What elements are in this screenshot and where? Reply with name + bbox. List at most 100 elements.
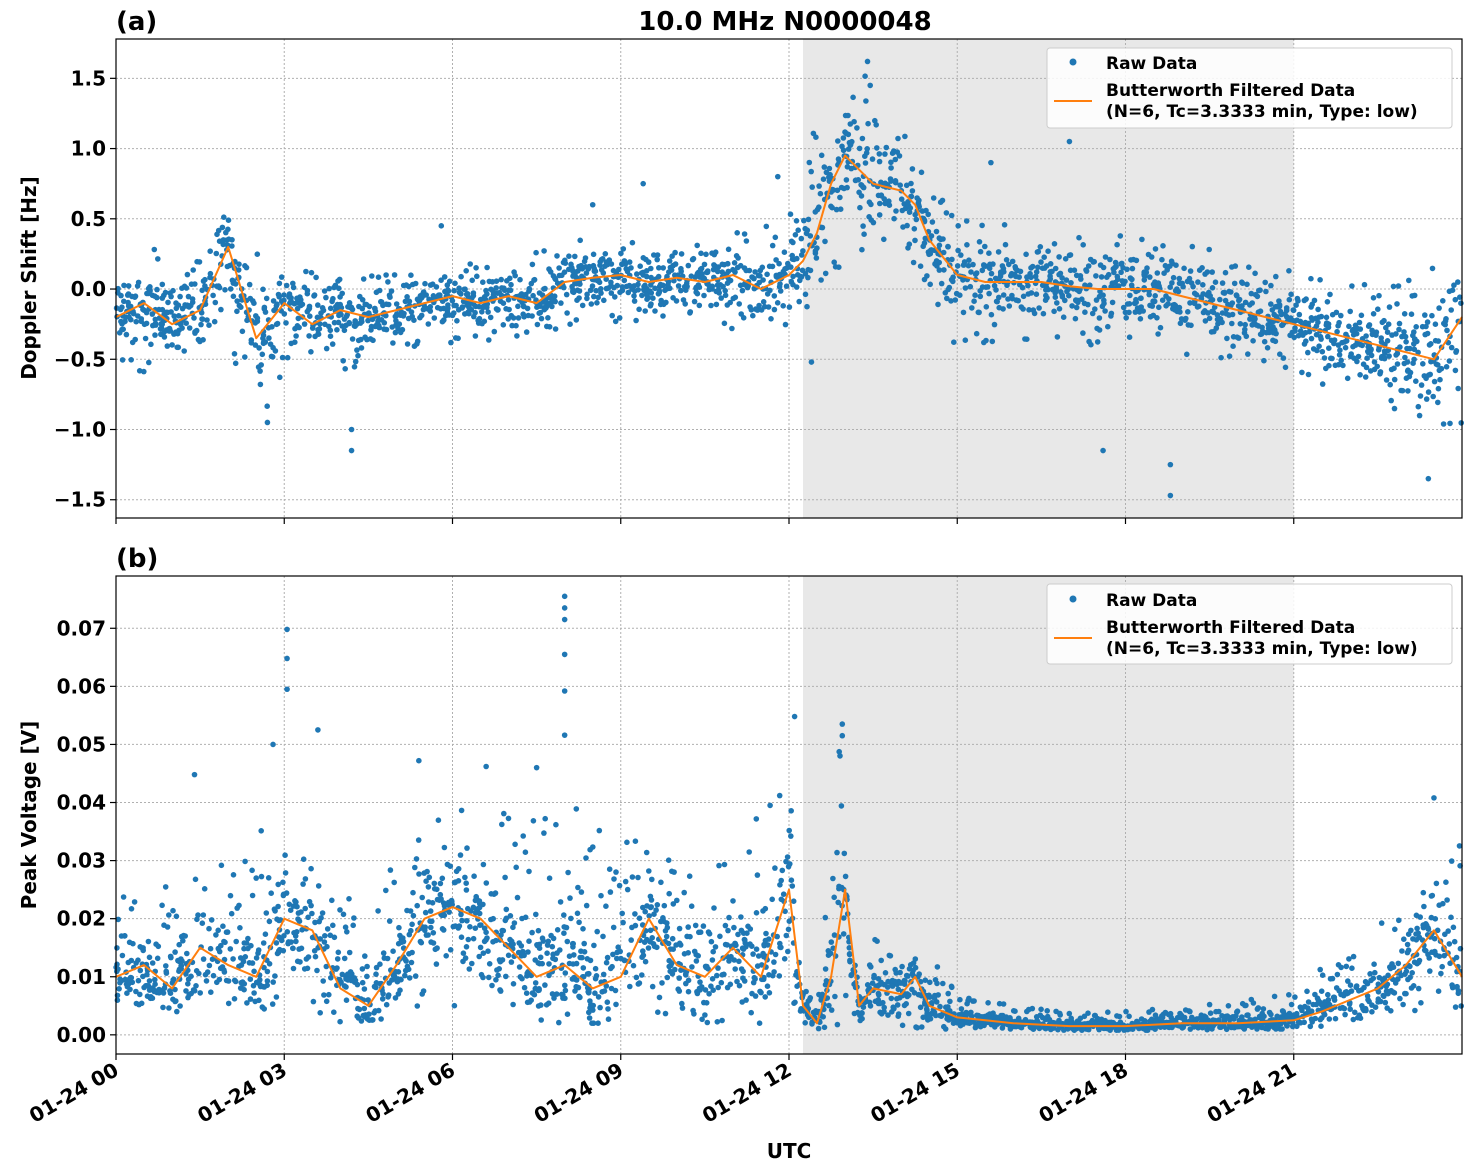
x-tick-label: 01-24 21 — [1203, 1058, 1301, 1128]
raw-data-point — [510, 1001, 516, 1008]
y-tick-label: 0.07 — [57, 616, 106, 640]
raw-data-point — [843, 992, 849, 999]
raw-data-point — [898, 196, 905, 202]
raw-data-point — [1173, 262, 1179, 269]
raw-data-point — [272, 306, 279, 313]
raw-data-point — [981, 263, 987, 269]
raw-data-point — [695, 282, 702, 288]
raw-data-point — [691, 1011, 697, 1017]
y-tick-label: −0.5 — [54, 347, 106, 371]
raw-data-point — [652, 308, 658, 314]
raw-data-point — [290, 284, 297, 291]
raw-data-point — [1119, 260, 1125, 267]
raw-data-point — [1206, 1001, 1213, 1008]
raw-data-point — [1140, 308, 1146, 314]
raw-data-point — [717, 933, 723, 940]
raw-data-point — [503, 906, 510, 913]
raw-data-point — [1133, 299, 1139, 306]
raw-data-point — [414, 1003, 421, 1009]
raw-data-point — [1356, 319, 1363, 326]
raw-data-point — [579, 954, 585, 961]
raw-data-point — [873, 122, 879, 128]
raw-data-point — [337, 1018, 343, 1025]
raw-data-point — [697, 929, 704, 935]
raw-data-point — [379, 996, 386, 1002]
y-tick-label: −1.0 — [54, 418, 106, 442]
raw-data-point — [1338, 991, 1344, 998]
raw-data-point — [306, 333, 312, 339]
raw-data-point — [185, 293, 192, 300]
raw-data-outlier-point — [1066, 138, 1073, 145]
raw-data-point — [724, 261, 731, 267]
raw-data-point — [164, 343, 171, 349]
raw-data-point — [141, 368, 147, 375]
raw-data-point — [1246, 264, 1252, 271]
raw-data-point — [1252, 270, 1258, 277]
raw-data-point — [602, 251, 609, 257]
raw-data-point — [197, 990, 203, 996]
raw-data-point — [846, 951, 853, 958]
raw-data-point — [467, 924, 473, 930]
raw-data-point — [816, 183, 822, 189]
raw-data-point — [983, 304, 990, 310]
raw-data-point — [476, 910, 483, 917]
raw-data-point — [613, 869, 619, 875]
raw-data-point — [584, 295, 590, 302]
raw-data-point — [410, 889, 416, 896]
raw-data-point — [406, 298, 413, 305]
raw-data-point — [990, 261, 996, 267]
raw-data-point — [706, 931, 713, 937]
raw-data-point — [1089, 310, 1096, 317]
raw-data-point — [1323, 314, 1330, 321]
raw-data-point — [463, 291, 470, 298]
raw-data-point — [1229, 311, 1236, 318]
raw-data-point — [643, 268, 650, 274]
raw-data-point — [364, 963, 370, 970]
raw-data-point — [536, 945, 543, 951]
raw-data-point — [986, 250, 992, 256]
raw-data-point — [1363, 364, 1370, 371]
raw-data-point — [813, 255, 820, 261]
raw-data-point — [1291, 334, 1297, 341]
raw-data-point — [654, 256, 660, 263]
raw-data-point — [727, 299, 733, 306]
raw-data-point — [1405, 947, 1412, 953]
raw-data-point — [566, 253, 572, 259]
raw-data-point — [790, 273, 796, 280]
raw-data-point — [1250, 338, 1256, 344]
raw-data-outlier-point — [348, 426, 355, 433]
raw-data-point — [1358, 312, 1365, 319]
raw-data-point — [257, 983, 264, 990]
raw-data-point — [580, 926, 586, 932]
raw-data-point — [702, 1012, 708, 1018]
raw-data-point — [550, 935, 557, 942]
raw-data-point — [114, 945, 120, 951]
raw-data-point — [152, 320, 159, 327]
raw-data-point — [192, 876, 199, 883]
raw-data-point — [321, 939, 328, 945]
raw-data-point — [889, 983, 896, 989]
raw-data-point — [260, 339, 267, 346]
raw-data-point — [372, 305, 378, 312]
raw-data-point — [871, 972, 877, 979]
raw-data-point — [648, 897, 655, 903]
raw-data-point — [124, 292, 131, 298]
raw-data-point — [675, 283, 682, 289]
raw-data-point — [813, 134, 819, 140]
raw-data-point — [643, 285, 650, 292]
raw-data-point — [334, 956, 341, 962]
raw-data-point — [649, 876, 655, 883]
raw-data-point — [1354, 325, 1361, 332]
raw-data-point — [414, 902, 421, 909]
raw-data-point — [387, 867, 394, 873]
raw-data-point — [1388, 397, 1394, 404]
raw-data-point — [337, 907, 343, 913]
raw-data-point — [319, 910, 326, 916]
raw-data-outlier-point — [483, 763, 489, 770]
raw-data-point — [1445, 928, 1451, 934]
raw-data-point — [662, 928, 669, 934]
raw-data-point — [287, 907, 294, 913]
raw-data-point — [1396, 917, 1402, 924]
raw-data-point — [912, 956, 919, 962]
raw-data-point — [907, 205, 914, 211]
